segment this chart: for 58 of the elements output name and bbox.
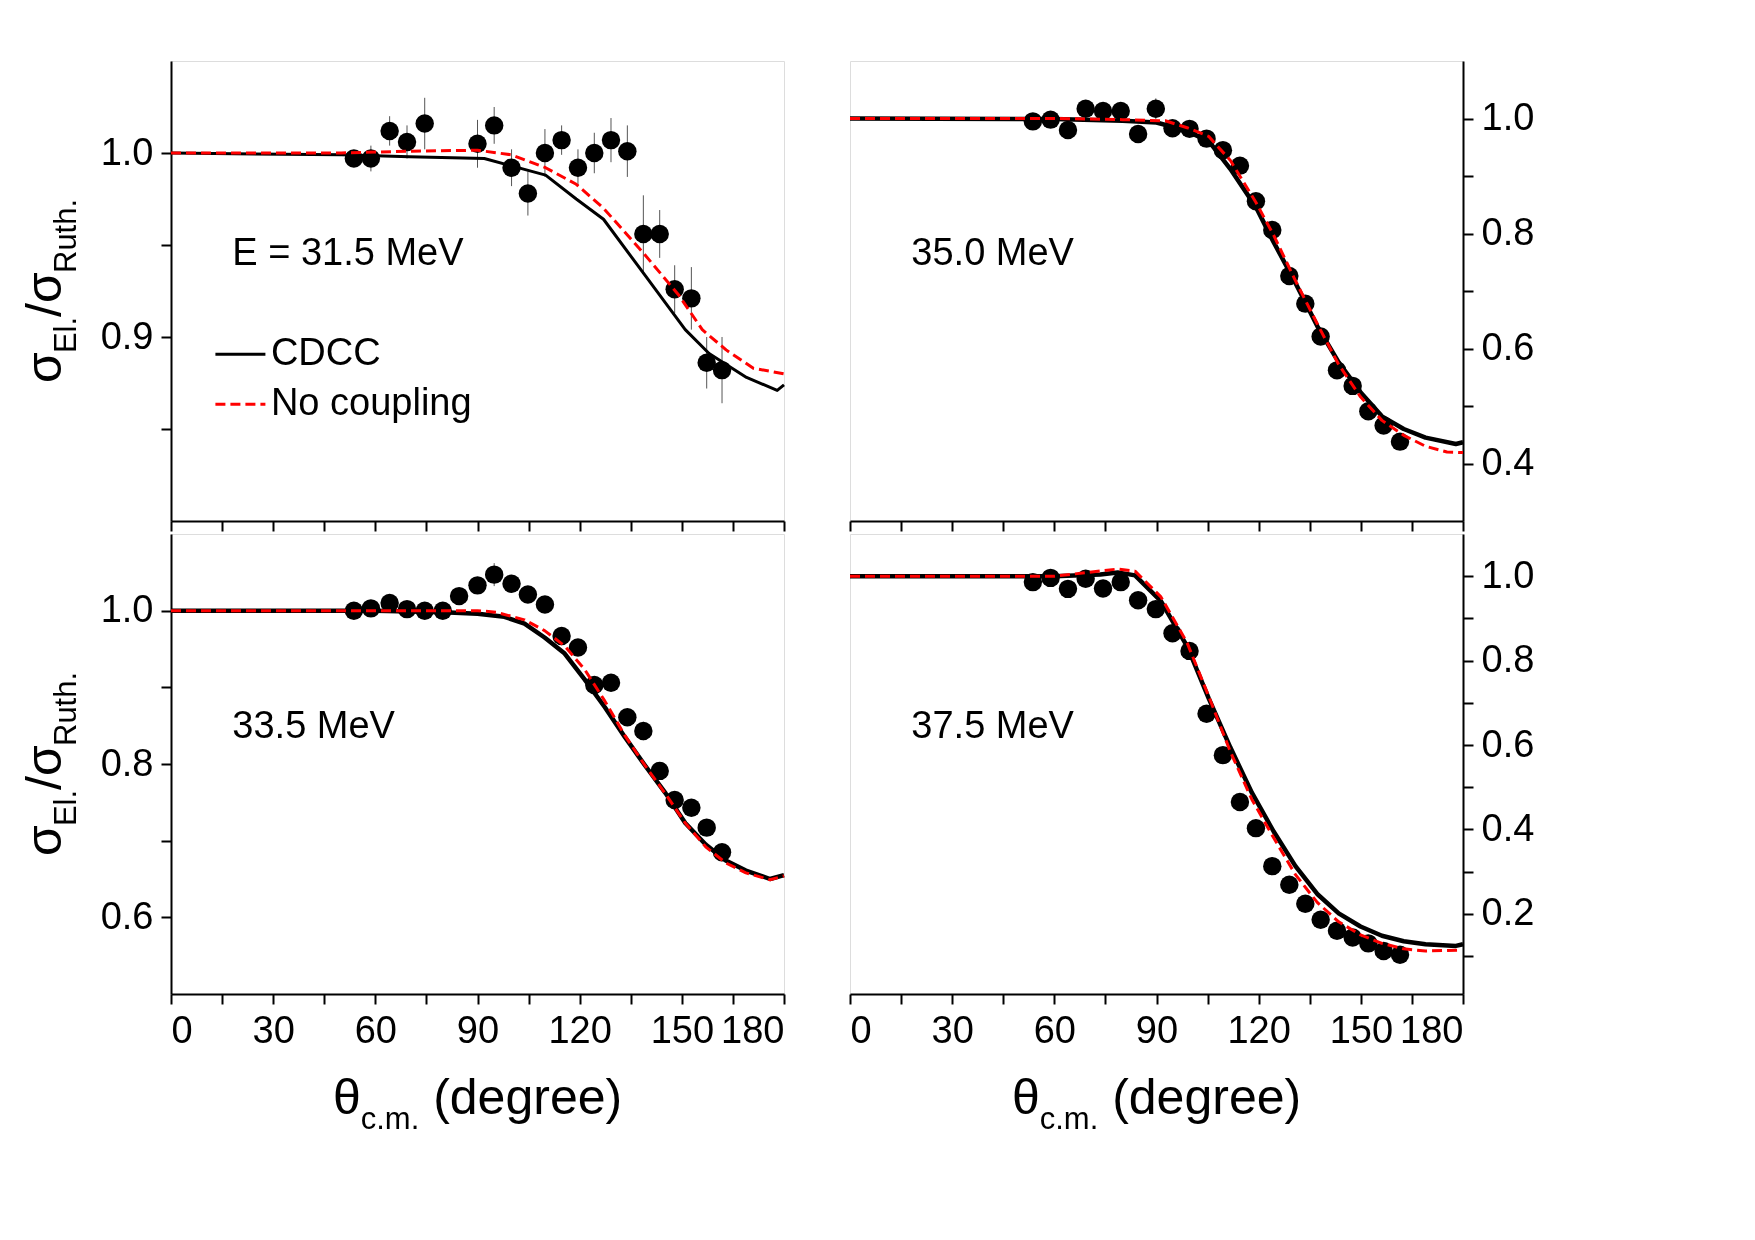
point	[1128, 124, 1148, 144]
y-tick-label: 0.2	[1481, 891, 1535, 934]
y-tick-label: 1.0	[100, 130, 154, 173]
y-tick-label: 0.4	[1481, 441, 1535, 483]
legend-label: CDCC	[270, 331, 381, 374]
y-axis-title: σEl./σRuth.	[16, 198, 83, 384]
x-tick-label: 60	[1033, 1008, 1076, 1051]
y-axis-title: σEl./σRuth.	[16, 671, 83, 857]
x-tick-label: 180	[721, 1008, 785, 1051]
y-tick-label: 0.6	[1481, 326, 1535, 368]
point	[1390, 432, 1410, 451]
y-tick-label: 0.4	[1481, 806, 1535, 849]
y-tick-label: 0.8	[1481, 211, 1535, 253]
annotation: 37.5 MeV	[911, 704, 1075, 747]
x-tick-label: 150	[1329, 1008, 1394, 1051]
legend-label: No coupling	[270, 381, 472, 424]
point	[484, 116, 504, 135]
point	[650, 224, 669, 244]
x-tick-label: 120	[548, 1008, 612, 1051]
y-tick-label: 0.8	[100, 741, 154, 784]
point	[1111, 101, 1130, 121]
point	[585, 143, 604, 163]
x-tick-label: 30	[252, 1008, 295, 1051]
point	[568, 158, 588, 177]
point	[618, 141, 637, 161]
x-tick-label: 0	[171, 1008, 193, 1051]
annotation: 35.0 MeV	[911, 231, 1075, 274]
y-tick-label: 1.0	[100, 588, 154, 631]
y-tick-label: 0.9	[100, 314, 154, 357]
point	[601, 130, 621, 150]
point	[380, 121, 399, 141]
point	[1076, 99, 1095, 118]
y-tick-label: 0.8	[1481, 638, 1535, 681]
y-tick-label: 1.0	[1481, 96, 1535, 138]
point	[415, 114, 434, 133]
x-tick-label: 60	[354, 1008, 397, 1051]
point	[535, 143, 555, 163]
x-tick-label: 90	[456, 1008, 500, 1051]
y-tick-label: 0.6	[1481, 722, 1535, 765]
point	[697, 353, 716, 372]
x-tick-label: 150	[650, 1008, 715, 1051]
y-tick-label: 0.6	[100, 894, 154, 937]
annotation: 33.5 MeV	[232, 704, 396, 747]
point	[1146, 99, 1166, 118]
x-tick-label: 120	[1227, 1008, 1291, 1051]
x-tick-label: 0	[850, 1008, 872, 1051]
annotation: E = 31.5 MeV	[232, 231, 465, 274]
point	[1058, 120, 1078, 140]
x-tick-label: 90	[1135, 1008, 1179, 1051]
x-tick-label: 180	[1400, 1008, 1464, 1051]
point	[552, 130, 571, 150]
x-tick-label: 30	[931, 1008, 974, 1051]
point	[1093, 101, 1113, 121]
point	[682, 289, 701, 308]
point	[397, 132, 417, 152]
point	[518, 184, 538, 203]
y-tick-label: 1.0	[1481, 553, 1535, 596]
point	[634, 224, 653, 244]
